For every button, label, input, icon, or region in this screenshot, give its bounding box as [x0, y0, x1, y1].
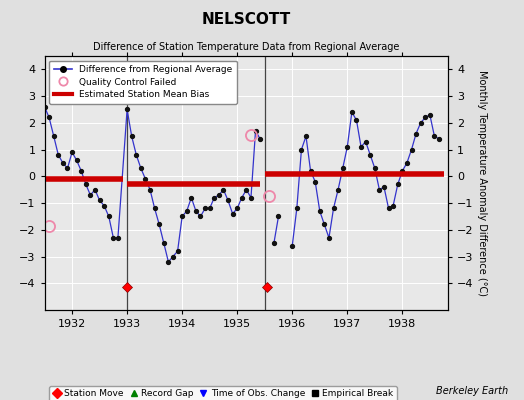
Y-axis label: Monthly Temperature Anomaly Difference (°C): Monthly Temperature Anomaly Difference (… — [477, 70, 487, 296]
Legend: Station Move, Record Gap, Time of Obs. Change, Empirical Break: Station Move, Record Gap, Time of Obs. C… — [49, 386, 397, 400]
Text: NELSCOTT: NELSCOTT — [202, 12, 291, 27]
Text: Berkeley Earth: Berkeley Earth — [436, 386, 508, 396]
Text: Difference of Station Temperature Data from Regional Average: Difference of Station Temperature Data f… — [93, 42, 399, 52]
